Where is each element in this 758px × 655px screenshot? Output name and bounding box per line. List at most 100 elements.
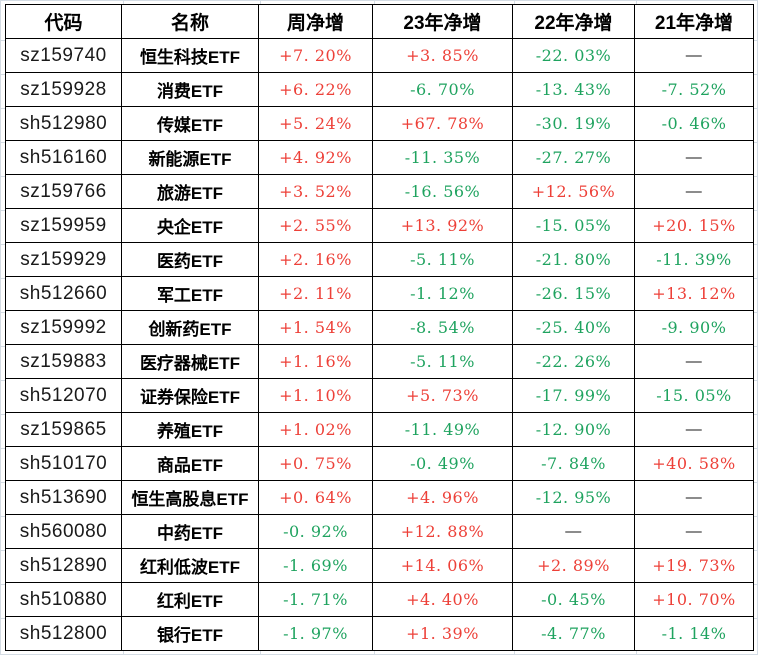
pct-value-cell[interactable]: -16. 56% <box>372 174 513 209</box>
etf-name-cell[interactable]: 军工ETF <box>121 276 259 311</box>
pct-value-cell[interactable]: +5. 73% <box>372 378 513 413</box>
pct-value-cell[interactable]: -15. 05% <box>512 208 635 243</box>
pct-value-cell[interactable]: +1. 10% <box>258 378 373 413</box>
pct-value-cell[interactable]: +12. 56% <box>512 174 635 209</box>
pct-value-cell[interactable]: -15. 05% <box>634 378 754 413</box>
pct-value-cell[interactable]: -11. 39% <box>634 242 754 277</box>
etf-code-cell[interactable]: sh512800 <box>5 616 122 651</box>
pct-value-cell[interactable]: +6. 22% <box>258 72 373 107</box>
etf-name-cell[interactable]: 旅游ETF <box>121 174 259 209</box>
pct-value-cell[interactable]: +4. 40% <box>372 582 513 617</box>
etf-code-cell[interactable]: sh512070 <box>5 378 122 413</box>
pct-value-cell[interactable]: — <box>512 514 635 549</box>
etf-name-cell[interactable]: 恒生科技ETF <box>121 38 259 73</box>
pct-value-cell[interactable]: +3. 52% <box>258 174 373 209</box>
pct-value-cell[interactable]: -1. 69% <box>258 548 373 583</box>
pct-value-cell[interactable]: +1. 54% <box>258 310 373 345</box>
etf-code-cell[interactable]: sz159929 <box>5 242 122 277</box>
pct-value-cell[interactable]: +0. 64% <box>258 480 373 515</box>
etf-name-cell[interactable]: 商品ETF <box>121 446 259 481</box>
pct-value-cell[interactable]: -0. 49% <box>372 446 513 481</box>
pct-value-cell[interactable]: +2. 11% <box>258 276 373 311</box>
etf-code-cell[interactable]: sz159883 <box>5 344 122 379</box>
pct-value-cell[interactable]: -11. 49% <box>372 412 513 447</box>
pct-value-cell[interactable]: -13. 43% <box>512 72 635 107</box>
pct-value-cell[interactable]: +2. 16% <box>258 242 373 277</box>
etf-name-cell[interactable]: 红利低波ETF <box>121 548 259 583</box>
etf-code-cell[interactable]: sh516160 <box>5 140 122 175</box>
etf-name-cell[interactable]: 证券保险ETF <box>121 378 259 413</box>
etf-name-cell[interactable]: 养殖ETF <box>121 412 259 447</box>
pct-value-cell[interactable]: +13. 92% <box>372 208 513 243</box>
etf-name-cell[interactable]: 消费ETF <box>121 72 259 107</box>
etf-code-cell[interactable]: sz159992 <box>5 310 122 345</box>
pct-value-cell[interactable]: +19. 73% <box>634 548 754 583</box>
pct-value-cell[interactable]: — <box>634 140 754 175</box>
pct-value-cell[interactable]: +12. 88% <box>372 514 513 549</box>
pct-value-cell[interactable]: -0. 46% <box>634 106 754 141</box>
etf-code-cell[interactable]: sz159959 <box>5 208 122 243</box>
etf-code-cell[interactable]: sh560080 <box>5 514 122 549</box>
pct-value-cell[interactable]: -25. 40% <box>512 310 635 345</box>
pct-value-cell[interactable]: -11. 35% <box>372 140 513 175</box>
pct-value-cell[interactable]: -5. 11% <box>372 242 513 277</box>
pct-value-cell[interactable]: -1. 71% <box>258 582 373 617</box>
etf-code-cell[interactable]: sh513690 <box>5 480 122 515</box>
pct-value-cell[interactable]: +5. 24% <box>258 106 373 141</box>
pct-value-cell[interactable]: -22. 03% <box>512 38 635 73</box>
etf-code-cell[interactable]: sz159865 <box>5 412 122 447</box>
pct-value-cell[interactable]: -9. 90% <box>634 310 754 345</box>
pct-value-cell[interactable]: -17. 99% <box>512 378 635 413</box>
pct-value-cell[interactable]: +4. 96% <box>372 480 513 515</box>
pct-value-cell[interactable]: +7. 20% <box>258 38 373 73</box>
etf-name-cell[interactable]: 新能源ETF <box>121 140 259 175</box>
etf-name-cell[interactable]: 央企ETF <box>121 208 259 243</box>
pct-value-cell[interactable]: +0. 75% <box>258 446 373 481</box>
pct-value-cell[interactable]: +67. 78% <box>372 106 513 141</box>
etf-code-cell[interactable]: sh512980 <box>5 106 122 141</box>
pct-value-cell[interactable]: -12. 95% <box>512 480 635 515</box>
pct-value-cell[interactable]: +1. 02% <box>258 412 373 447</box>
pct-value-cell[interactable]: -5. 11% <box>372 344 513 379</box>
pct-value-cell[interactable]: -4. 77% <box>512 616 635 651</box>
pct-value-cell[interactable]: -0. 45% <box>512 582 635 617</box>
etf-name-cell[interactable]: 红利ETF <box>121 582 259 617</box>
etf-code-cell[interactable]: sz159740 <box>5 38 122 73</box>
pct-value-cell[interactable]: — <box>634 174 754 209</box>
etf-name-cell[interactable]: 医药ETF <box>121 242 259 277</box>
etf-code-cell[interactable]: sh512890 <box>5 548 122 583</box>
pct-value-cell[interactable]: +3. 85% <box>372 38 513 73</box>
pct-value-cell[interactable]: — <box>634 38 754 73</box>
etf-name-cell[interactable]: 医疗器械ETF <box>121 344 259 379</box>
etf-code-cell[interactable]: sz159766 <box>5 174 122 209</box>
pct-value-cell[interactable]: -7. 52% <box>634 72 754 107</box>
pct-value-cell[interactable]: — <box>634 480 754 515</box>
pct-value-cell[interactable]: +10. 70% <box>634 582 754 617</box>
pct-value-cell[interactable]: +20. 15% <box>634 208 754 243</box>
pct-value-cell[interactable]: +1. 39% <box>372 616 513 651</box>
pct-value-cell[interactable]: — <box>634 344 754 379</box>
pct-value-cell[interactable]: -6. 70% <box>372 72 513 107</box>
etf-code-cell[interactable]: sh512660 <box>5 276 122 311</box>
pct-value-cell[interactable]: -1. 12% <box>372 276 513 311</box>
pct-value-cell[interactable]: — <box>634 412 754 447</box>
pct-value-cell[interactable]: +4. 92% <box>258 140 373 175</box>
pct-value-cell[interactable]: -26. 15% <box>512 276 635 311</box>
pct-value-cell[interactable]: -22. 26% <box>512 344 635 379</box>
pct-value-cell[interactable]: +40. 58% <box>634 446 754 481</box>
etf-name-cell[interactable]: 中药ETF <box>121 514 259 549</box>
pct-value-cell[interactable]: -0. 92% <box>258 514 373 549</box>
etf-code-cell[interactable]: sh510170 <box>5 446 122 481</box>
etf-code-cell[interactable]: sz159928 <box>5 72 122 107</box>
etf-code-cell[interactable]: sh510880 <box>5 582 122 617</box>
pct-value-cell[interactable]: -7. 84% <box>512 446 635 481</box>
pct-value-cell[interactable]: +2. 89% <box>512 548 635 583</box>
pct-value-cell[interactable]: -21. 80% <box>512 242 635 277</box>
etf-name-cell[interactable]: 传媒ETF <box>121 106 259 141</box>
pct-value-cell[interactable]: +2. 55% <box>258 208 373 243</box>
pct-value-cell[interactable]: +13. 12% <box>634 276 754 311</box>
etf-name-cell[interactable]: 恒生高股息ETF <box>121 480 259 515</box>
pct-value-cell[interactable]: +1. 16% <box>258 344 373 379</box>
pct-value-cell[interactable]: — <box>634 514 754 549</box>
pct-value-cell[interactable]: -1. 14% <box>634 616 754 651</box>
